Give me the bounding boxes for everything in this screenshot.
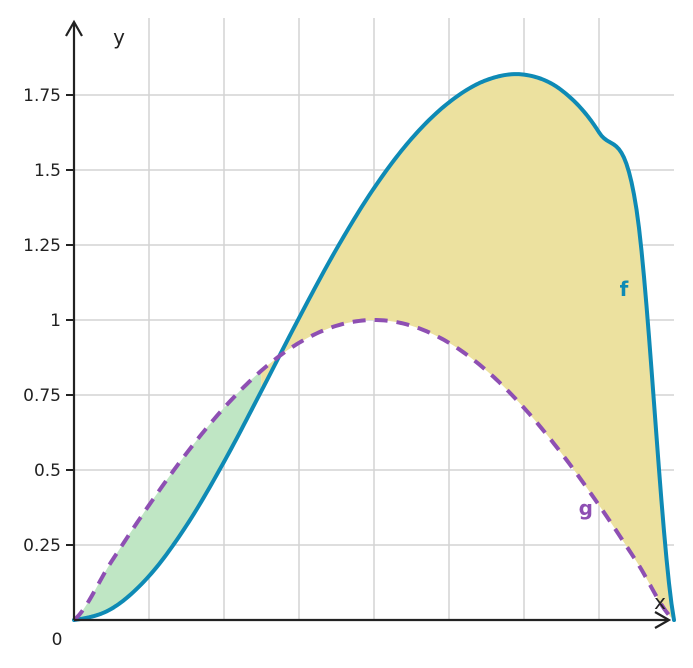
y-tick-label: 1.5	[34, 161, 61, 181]
series-line-g	[72, 318, 676, 622]
y-tick-label: 1	[50, 311, 61, 331]
origin-label: 0	[52, 630, 63, 650]
y-tick-label: 1.75	[23, 86, 61, 106]
x-axis-label: x	[654, 590, 666, 614]
y-axis-label: y	[113, 25, 125, 49]
y-axis-arrow-icon	[65, 19, 83, 37]
y-tick-label: 0.75	[23, 386, 61, 406]
series-line-f	[72, 72, 676, 622]
fill-regions	[74, 74, 674, 621]
series-labels: fg	[579, 277, 629, 520]
y-tick-label: 0.25	[23, 536, 61, 556]
y-ticks: 0.25 0.5 0.75 1 1.25 1.5 1.75	[23, 86, 74, 556]
series-lines	[72, 72, 676, 622]
x-axis-arrow-icon	[654, 611, 672, 629]
series-label-g: g	[579, 496, 593, 520]
fill-region	[261, 74, 674, 621]
y-tick-label: 1.25	[23, 236, 61, 256]
y-tick-label: 0.5	[34, 461, 61, 481]
fill-region	[74, 370, 262, 620]
series-label-f: f	[620, 277, 629, 301]
